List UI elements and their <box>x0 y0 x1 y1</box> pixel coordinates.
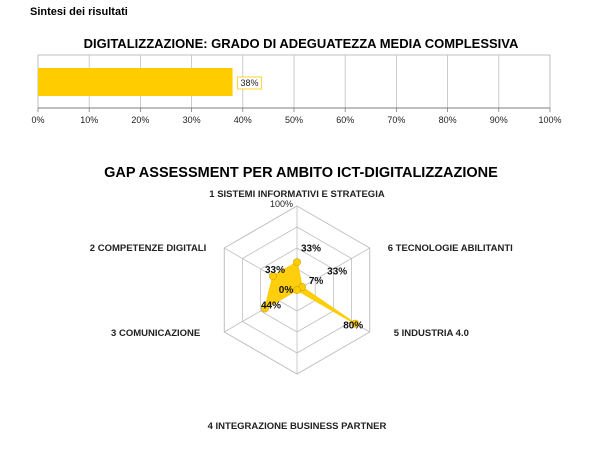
radar-tick-label: 100% <box>270 199 293 209</box>
radar-category-label: 1 SISTEMI INFORMATIVI E STRATEGIA <box>209 189 385 200</box>
radar-category-label: 4 INTEGRAZIONE BUSINESS PARTNER <box>208 421 387 432</box>
radar-data-label: 80% <box>343 321 363 332</box>
section-title: Sintesi dei risultati <box>30 6 128 18</box>
bar-tick-label: 0% <box>31 115 44 125</box>
radar-data-label: 7% <box>309 276 324 287</box>
radar-category-label: 6 TECNOLOGIE ABILITANTI <box>388 243 513 254</box>
radar-extra-label: 33% <box>327 266 347 277</box>
radar-category-label: 2 COMPETENZE DIGITALI <box>90 243 206 254</box>
bar-data-label-box <box>237 76 262 90</box>
bar-tick-label: 10% <box>80 115 98 125</box>
bar-tick-label: 100% <box>538 115 561 125</box>
bar-tick-label: 40% <box>234 115 252 125</box>
radar-data-label: 44% <box>261 300 281 311</box>
bar-tick-label: 30% <box>183 115 201 125</box>
bar-value-bar <box>38 68 233 96</box>
bar-tick-label: 20% <box>131 115 149 125</box>
radar-data-label: 33% <box>301 243 321 254</box>
bar-chart-title: DIGITALIZZAZIONE: GRADO DI ADEGUATEZZA M… <box>83 36 519 51</box>
radar-data-label: 0% <box>279 285 294 296</box>
radar-category-label: 3 COMUNICAZIONE <box>111 328 200 339</box>
bar-tick-label: 50% <box>285 115 303 125</box>
bar-data-label: 38% <box>241 78 259 88</box>
radar-data-label: 33% <box>265 265 285 276</box>
bar-tick-label: 70% <box>387 115 405 125</box>
radar-point <box>351 319 360 328</box>
radar-category-label: 5 INDUSTRIA 4.0 <box>394 328 469 339</box>
radar-spoke <box>296 247 370 291</box>
radar-point <box>293 286 301 294</box>
radar-point <box>293 258 301 267</box>
bar-tick-label: 90% <box>490 115 508 125</box>
radar-point <box>269 272 277 281</box>
radar-point <box>261 304 269 313</box>
bar-tick-label: 60% <box>336 115 354 125</box>
bar-tick-label: 80% <box>439 115 457 125</box>
radar-chart-title: GAP ASSESSMENT PER AMBITO ICT-DIGITALIZZ… <box>104 165 498 181</box>
